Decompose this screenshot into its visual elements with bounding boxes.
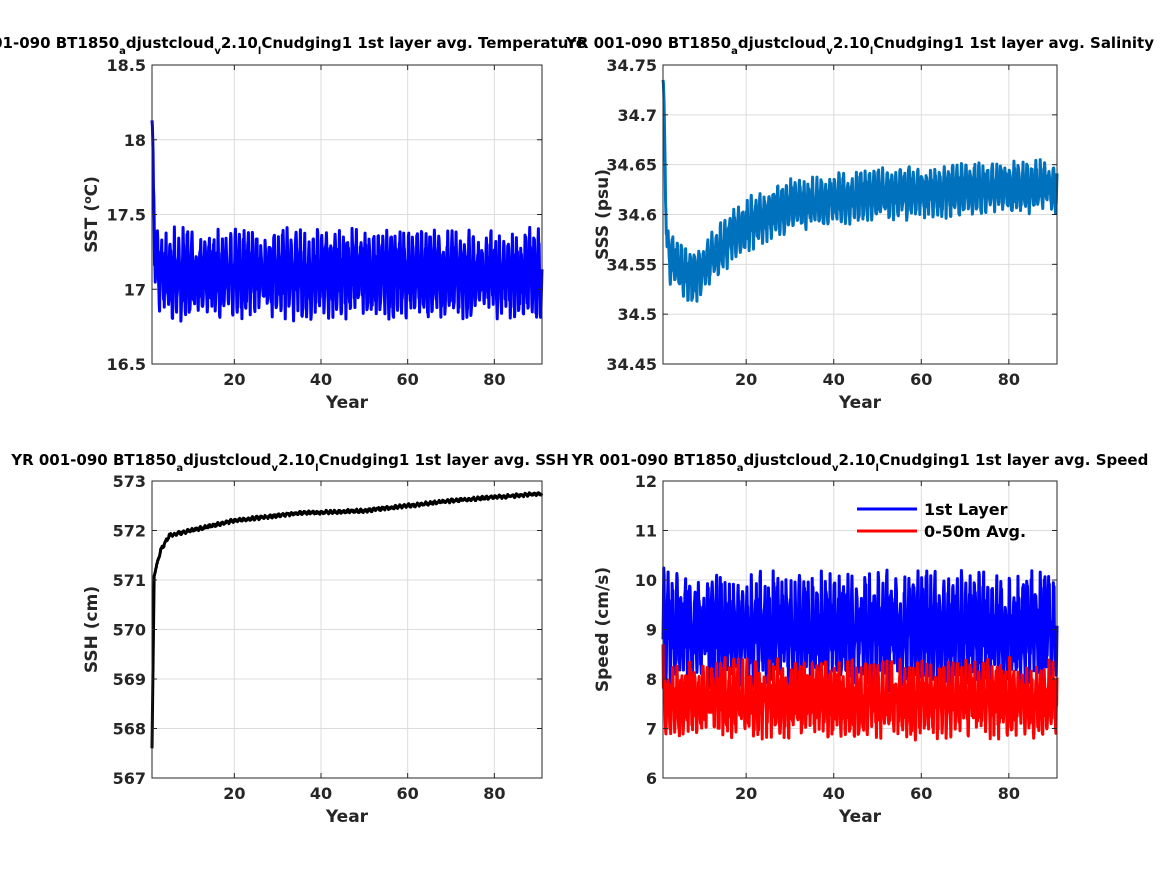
chart-4: 20 40 60 80 6 7 8 9 10 11 12 Year Speed (cm/s) YR 001… [571,451,1149,827]
y-axis-label: Speed (cm/s) [593,567,613,692]
x-tick-label: 40 [823,370,845,389]
y-tick-label: 34.7 [618,106,657,125]
y-axis-label: SSH (cm) [82,586,102,673]
legend-label: 0-50m Avg. [924,522,1026,541]
y-tick-label: 12 [635,472,657,491]
y-tick-label: 572 [113,522,146,541]
y-tick-label: 6 [646,769,657,788]
y-tick-label: 18 [124,131,146,150]
chart-3: 20 40 60 80 567 568 569 570 571 572 573 Year SSH (cm… [10,451,569,827]
x-tick-label: 20 [735,784,757,803]
chart-title: YR 001-090 BT1850adjustcloudv2.10lCnudgi… [565,34,1154,57]
y-tick-label: 569 [113,670,146,689]
y-tick-label: 9 [646,621,657,640]
y-axis-label: SST (oC) [81,176,102,253]
y-tick-label: 17 [124,280,146,299]
x-tick-label: 20 [223,370,245,389]
x-tick-label: 60 [910,784,932,803]
x-axis-label: Year [325,807,369,827]
series-line-1 [150,491,544,749]
x-tick-label: 80 [998,370,1020,389]
x-tick-label: 20 [735,370,757,389]
y-tick-label: 34.75 [606,56,657,75]
chart-title: YR 001-090 BT1850adjustcloudv2.10lCnudgi… [10,451,569,474]
y-tick-label: 571 [113,571,146,590]
x-tick-label: 60 [397,370,419,389]
y-tick-label: 11 [635,522,657,541]
x-tick-label: 80 [483,784,505,803]
series-line-1 [661,566,1059,693]
x-axis-label: Year [838,393,882,413]
x-tick-label: 60 [397,784,419,803]
y-tick-label: 18.5 [107,56,146,75]
y-tick-label: 568 [113,720,146,739]
y-tick-label: 567 [113,769,146,788]
chart-title: YR 001-090 BT1850adjustcloudv2.10lCnudgi… [571,451,1149,474]
chart-1: 20 40 60 80 16.5 17 17.5 18 18.5 Year SST (oC) YR 0… [0,34,586,413]
y-tick-label: 17.5 [107,206,146,225]
x-axis-label: Year [325,393,369,413]
y-tick-label: 34.65 [606,156,657,175]
chart-2: 20 40 60 80 34.45 34.5 34.55 34.6 34.65 34.7 34.75… [565,34,1154,413]
x-tick-label: 40 [823,784,845,803]
x-tick-label: 80 [998,784,1020,803]
y-tick-label: 34.6 [618,206,657,225]
legend: 1st Layer 0-50m Avg. [857,500,1026,541]
series-line-1 [661,79,1059,303]
y-tick-label: 34.55 [606,255,657,274]
x-axis-label: Year [838,807,882,827]
series-line-2 [661,644,1059,742]
x-tick-label: 40 [310,784,332,803]
y-tick-label: 16.5 [107,355,146,374]
chart-title: YR 001-090 BT1850adjustcloudv2.10lCnudgi… [0,34,586,57]
series-line-1 [150,120,544,323]
legend-label: 1st Layer [924,500,1008,519]
y-tick-label: 34.45 [606,355,657,374]
x-tick-label: 40 [310,370,332,389]
y-axis-label: SSS (psu) [593,169,613,260]
x-tick-label: 60 [910,370,932,389]
x-tick-label: 20 [223,784,245,803]
y-tick-label: 7 [646,720,657,739]
x-tick-label: 80 [483,370,505,389]
y-tick-label: 8 [646,670,657,689]
y-tick-label: 10 [635,571,657,590]
y-tick-label: 570 [113,621,146,640]
y-tick-label: 573 [113,472,146,491]
y-tick-label: 34.5 [618,305,657,324]
